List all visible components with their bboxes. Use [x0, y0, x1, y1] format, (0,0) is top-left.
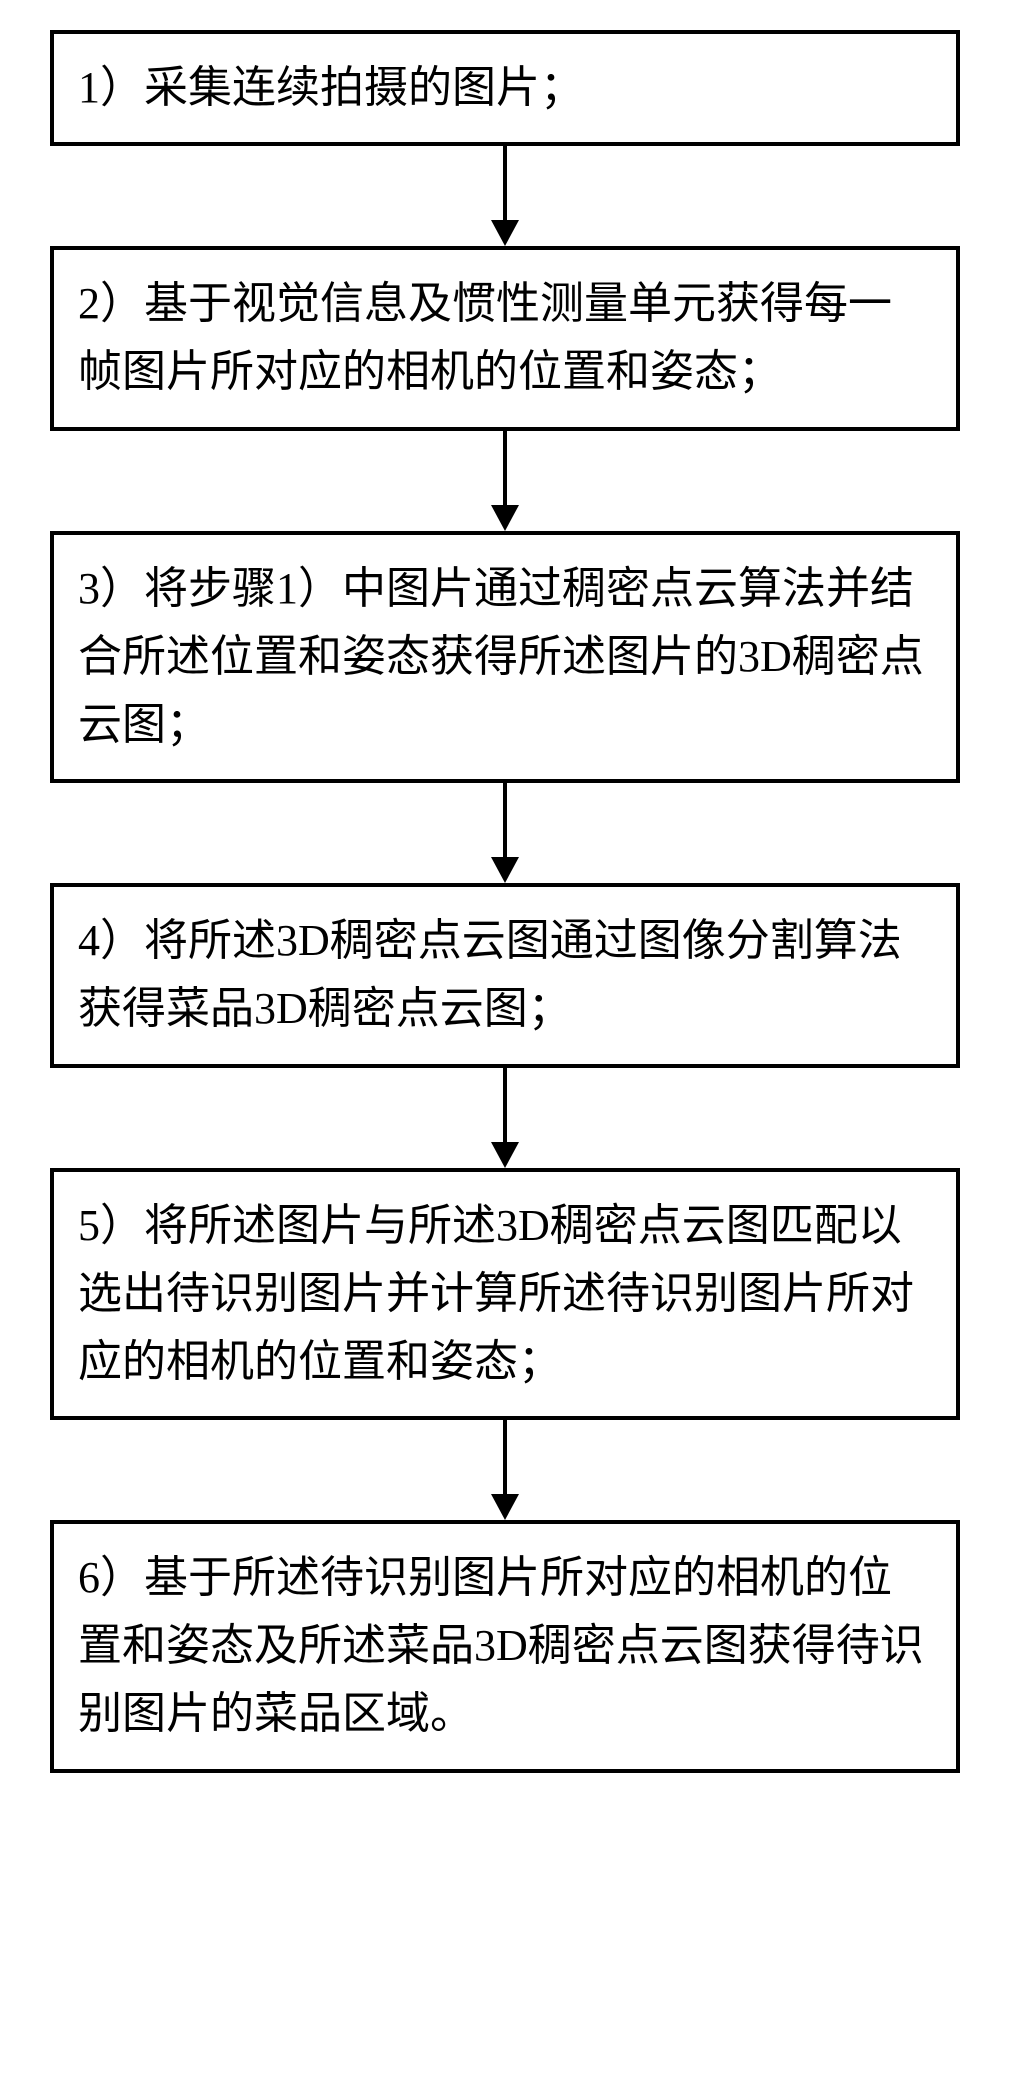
step-text: 4）将所述3D稠密点云图通过图像分割算法获得菜品3D稠密点云图； [78, 916, 902, 1033]
flowchart-arrow [50, 783, 960, 883]
step-text: 1）采集连续拍摄的图片； [78, 63, 584, 112]
flowchart-step-4: 4）将所述3D稠密点云图通过图像分割算法获得菜品3D稠密点云图； [50, 883, 960, 1067]
flowchart-arrow [50, 1420, 960, 1520]
flowchart-container: 1）采集连续拍摄的图片； 2）基于视觉信息及惯性测量单元获得每一帧图片所对应的相… [50, 30, 960, 1773]
arrow-down-icon [485, 146, 525, 246]
flowchart-step-3: 3）将步骤1）中图片通过稠密点云算法并结合所述位置和姿态获得所述图片的3D稠密点… [50, 531, 960, 784]
arrow-down-icon [485, 1068, 525, 1168]
step-text: 5）将所述图片与所述3D稠密点云图匹配以选出待识别图片并计算所述待识别图片所对应… [78, 1201, 914, 1386]
arrow-down-icon [485, 431, 525, 531]
flowchart-step-5: 5）将所述图片与所述3D稠密点云图匹配以选出待识别图片并计算所述待识别图片所对应… [50, 1168, 960, 1421]
step-text: 6）基于所述待识别图片所对应的相机的位置和姿态及所述菜品3D稠密点云图获得待识别… [78, 1553, 924, 1738]
step-text: 2）基于视觉信息及惯性测量单元获得每一帧图片所对应的相机的位置和姿态； [78, 279, 892, 396]
flowchart-step-2: 2）基于视觉信息及惯性测量单元获得每一帧图片所对应的相机的位置和姿态； [50, 246, 960, 430]
flowchart-step-6: 6）基于所述待识别图片所对应的相机的位置和姿态及所述菜品3D稠密点云图获得待识别… [50, 1520, 960, 1773]
step-text: 3）将步骤1）中图片通过稠密点云算法并结合所述位置和姿态获得所述图片的3D稠密点… [78, 564, 924, 749]
flowchart-step-1: 1）采集连续拍摄的图片； [50, 30, 960, 146]
flowchart-arrow [50, 431, 960, 531]
flowchart-arrow [50, 1068, 960, 1168]
flowchart-arrow [50, 146, 960, 246]
arrow-down-icon [485, 1420, 525, 1520]
arrow-down-icon [485, 783, 525, 883]
